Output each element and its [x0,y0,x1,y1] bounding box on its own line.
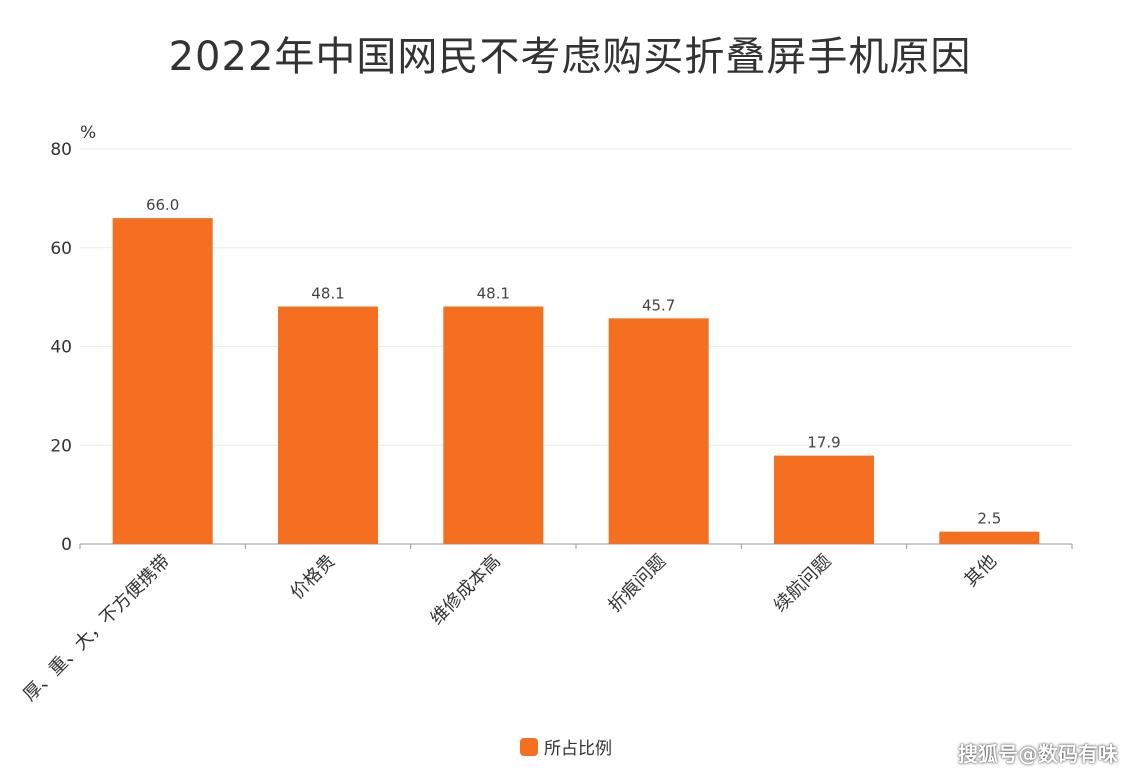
legend-label: 所占比例 [544,739,612,759]
x-tick-label: 价格贵 [287,551,340,604]
watermark: 搜狐号@数码有味 [958,742,1118,766]
bar [774,455,874,544]
y-tick-label: 80 [50,140,72,160]
x-tick-label: 厚、重、大，不方便携带 [19,551,174,706]
y-tick-label: 60 [50,239,72,259]
data-label: 66.0 [146,196,179,214]
bar [443,306,544,544]
y-axis-label: % [80,123,96,143]
y-tick-label: 40 [50,338,72,358]
chart-title: 2022年中国网民不考虑购买折叠屏手机原因 [168,34,972,80]
bar [939,531,1040,544]
x-tick-label: 续航问题 [770,551,836,617]
y-tick-label: 0 [61,535,72,555]
bar [112,218,213,544]
data-label: 48.1 [477,285,510,303]
y-tick-label: 20 [50,436,72,456]
data-label: 2.5 [977,510,1001,528]
data-label: 17.9 [807,434,840,452]
bar [608,318,709,544]
data-label: 48.1 [311,285,344,303]
x-tick-label: 折痕问题 [604,551,670,617]
legend-swatch [520,737,538,756]
bar [278,306,378,544]
x-tick-label: 维修成本高 [426,551,504,629]
legend[interactable]: 所占比例 [520,734,612,759]
x-tick-label: 其他 [961,551,1001,591]
data-label: 45.7 [642,296,675,314]
